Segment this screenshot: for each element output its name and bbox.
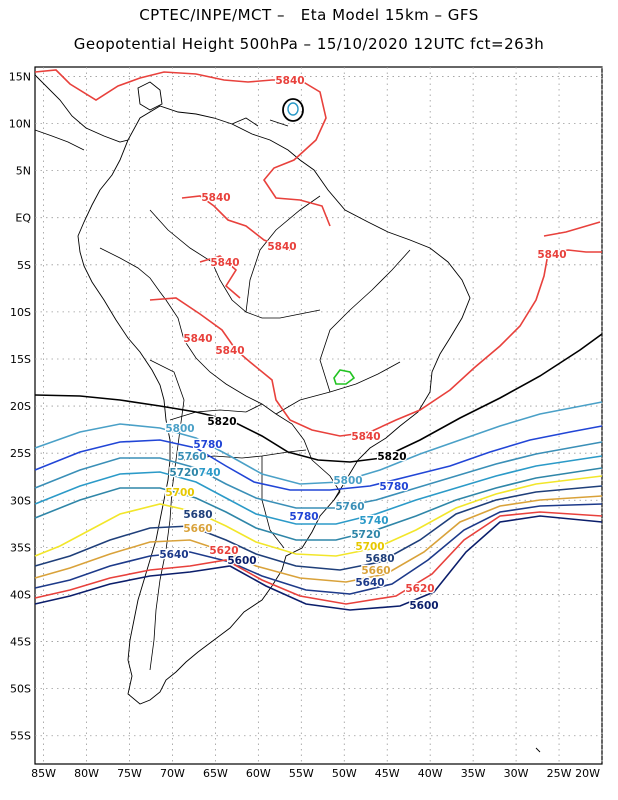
- lon-tick-label: 80W: [74, 767, 99, 780]
- contour-label-5640: 5640: [355, 577, 384, 589]
- contour-5620: [34, 511, 603, 605]
- contour-5700: [34, 475, 603, 557]
- lat-tick-label: 20S: [10, 400, 31, 413]
- contour-5680: [34, 485, 603, 571]
- contour-label-5840: 5840: [267, 241, 296, 253]
- contour-label-5680: 5680: [183, 509, 212, 521]
- contour-label-5600: 5600: [409, 600, 438, 612]
- lat-tick-label: 15N: [9, 70, 31, 83]
- lon-tick-label: 55W: [289, 767, 314, 780]
- contour-label-5840: 5840: [210, 257, 239, 269]
- lon-tick-label: 65W: [203, 767, 228, 780]
- contour-5640: [34, 503, 603, 595]
- contour-label-5820: 5820: [207, 416, 236, 428]
- contour-5720: [34, 467, 603, 541]
- contour-label-5760: 5760: [177, 451, 206, 463]
- contour-5740: [34, 455, 603, 525]
- chart-title-line1: CPTEC/INPE/MCT – Eta Model 15km – GFS: [139, 6, 479, 24]
- contour-label-5740: 5740: [191, 467, 220, 479]
- contour-label-5620: 5620: [209, 545, 238, 557]
- caribbean-islands: [137, 81, 289, 127]
- lat-tick-label: 5S: [17, 259, 31, 272]
- island-south-atlantic: [535, 747, 541, 753]
- lon-tick-label: 20W: [575, 767, 600, 780]
- contour-label-5840: 5840: [215, 345, 244, 357]
- lat-tick-label: 10S: [10, 306, 31, 319]
- lon-tick-label: 35W: [461, 767, 486, 780]
- lon-tick-label: 85W: [31, 767, 56, 780]
- contour-label-5840: 5840: [537, 249, 566, 261]
- contour-5800: [34, 401, 603, 485]
- contour-label-5680: 5680: [365, 553, 394, 565]
- contour-label-5620: 5620: [405, 583, 434, 595]
- contour-lines: [34, 69, 603, 611]
- map-frame: [34, 66, 603, 765]
- contour-label-5740: 5740: [359, 515, 388, 527]
- contour-label-5600: 5600: [227, 555, 256, 567]
- axis-tick-labels: 15N 10N 5N EQ 5S 10S 15S 20S 25S 30S 35S 40S 45S 50S 5…: [9, 70, 600, 780]
- lat-tick-label: 15S: [10, 353, 31, 366]
- contour-labels: 5840584058405840584058405840584058205820…: [158, 74, 568, 614]
- lon-tick-label: 25W: [547, 767, 572, 780]
- contour-label-5840: 5840: [275, 75, 304, 87]
- lon-tick-label: 50W: [332, 767, 357, 780]
- contour-label-5780: 5780: [193, 439, 222, 451]
- contour-label-5660: 5660: [361, 565, 390, 577]
- lon-tick-label: 30W: [504, 767, 529, 780]
- contour-5860-closed: [333, 369, 356, 385]
- contour-label-5640: 5640: [159, 549, 188, 561]
- lon-tick-label: 40W: [418, 767, 443, 780]
- chart-title-line2: Geopotential Height 500hPa – 15/10/2020 …: [73, 35, 545, 53]
- lat-tick-label: 55S: [10, 730, 31, 743]
- lat-tick-label: 25S: [10, 447, 31, 460]
- lat-tick-label: 45S: [10, 636, 31, 649]
- contour-label-5700: 5700: [165, 487, 194, 499]
- contour-label-5800: 5800: [165, 423, 194, 435]
- contour-label-5720: 5720: [351, 529, 380, 541]
- contour-5660: [34, 495, 603, 583]
- contour-label-5820: 5820: [377, 451, 406, 463]
- contour-label-5720: 5720: [169, 467, 198, 479]
- contour-closed-center-north: [282, 98, 304, 122]
- country-borders: [99, 195, 411, 671]
- contour-label-5660: 5660: [183, 523, 212, 535]
- contour-closed-inner-north: [287, 102, 299, 116]
- lat-tick-label: EQ: [15, 212, 31, 225]
- lat-tick-label: 35S: [10, 541, 31, 554]
- lon-tick-label: 60W: [246, 767, 271, 780]
- contour-5600: [34, 515, 603, 611]
- lat-tick-label: 30S: [10, 494, 31, 507]
- contour-5840-north: [34, 69, 602, 437]
- contour-label-5760: 5760: [335, 501, 364, 513]
- contour-label-5800: 5800: [333, 475, 362, 487]
- lon-tick-label: 75W: [117, 767, 142, 780]
- lon-tick-label: 70W: [160, 767, 185, 780]
- contour-label-5840: 5840: [351, 431, 380, 443]
- lat-tick-label: 10N: [9, 118, 31, 131]
- contour-5780: [34, 425, 603, 491]
- contour-label-5700: 5700: [355, 541, 384, 553]
- contour-label-5780: 5780: [289, 511, 318, 523]
- lat-tick-label: 40S: [10, 588, 31, 601]
- contour-5820: [34, 333, 603, 463]
- contour-5760: [34, 441, 603, 509]
- contour-label-5780: 5780: [379, 481, 408, 493]
- contour-label-5840: 5840: [183, 333, 212, 345]
- contour-label-5840: 5840: [201, 192, 230, 204]
- central-america-coastline: [34, 74, 129, 151]
- lat-tick-label: 50S: [10, 683, 31, 696]
- lat-tick-label: 5N: [16, 165, 31, 178]
- lon-tick-label: 45W: [375, 767, 400, 780]
